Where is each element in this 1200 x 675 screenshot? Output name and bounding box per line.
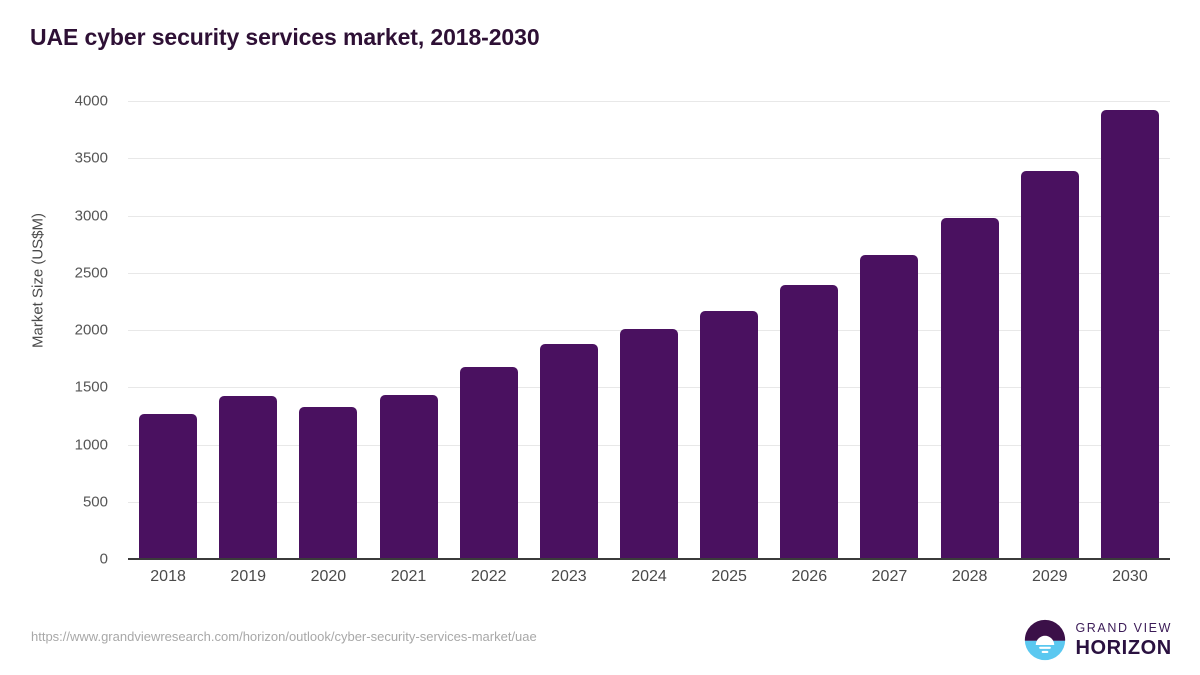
source-url[interactable]: https://www.grandviewresearch.com/horizo… bbox=[31, 629, 537, 644]
bar-slot bbox=[769, 101, 849, 559]
gridline bbox=[128, 101, 1170, 102]
x-tick-label: 2020 bbox=[310, 568, 347, 585]
bar[interactable] bbox=[379, 394, 438, 559]
bar[interactable] bbox=[299, 407, 358, 559]
bar[interactable] bbox=[139, 413, 198, 559]
bar[interactable] bbox=[940, 218, 999, 559]
bar-slot bbox=[1090, 101, 1170, 559]
bar-slot bbox=[930, 101, 1010, 559]
x-tick-label: 2022 bbox=[470, 568, 507, 585]
bar-slot bbox=[449, 101, 529, 559]
y-axis-tick-labels: 0 500 1000 1500 2000 2500 3000 3500 4000 bbox=[18, 93, 108, 568]
x-tick-label: 2019 bbox=[230, 568, 267, 585]
bar-slot bbox=[609, 101, 689, 559]
bar[interactable] bbox=[860, 255, 919, 559]
y-tick-label: 0 bbox=[99, 550, 108, 568]
bar-slot bbox=[849, 101, 929, 559]
bar-slot bbox=[368, 101, 448, 559]
bar[interactable] bbox=[780, 285, 839, 559]
x-tick-label: 2028 bbox=[951, 568, 988, 585]
brand-name-secondary: HORIZON bbox=[1075, 637, 1172, 660]
y-tick-label: 3000 bbox=[74, 207, 108, 224]
bar[interactable] bbox=[1020, 170, 1079, 559]
y-tick-label: 2500 bbox=[74, 264, 108, 282]
x-tick-label: 2030 bbox=[1112, 568, 1148, 585]
page-title: UAE cyber security services market, 2018… bbox=[30, 24, 540, 50]
grand-view-horizon-mark-icon bbox=[1025, 619, 1066, 661]
y-tick-label: 2000 bbox=[74, 321, 108, 339]
x-tick-label: 2029 bbox=[1031, 568, 1068, 585]
brand-logo: GRAND VIEW HORIZON bbox=[1024, 619, 1172, 661]
y-tick-label: 3500 bbox=[74, 149, 108, 167]
x-tick-label: 2027 bbox=[871, 568, 908, 585]
bar[interactable] bbox=[459, 367, 518, 559]
x-tick-label: 2025 bbox=[711, 568, 747, 585]
x-tick-label: 2026 bbox=[791, 568, 828, 585]
x-tick-label: 2021 bbox=[390, 568, 427, 585]
bar[interactable] bbox=[539, 344, 598, 559]
y-tick-label: 1500 bbox=[74, 378, 108, 396]
x-tick-label: 2023 bbox=[551, 568, 587, 585]
y-tick-label: 500 bbox=[82, 493, 108, 511]
bar-slot bbox=[689, 101, 769, 559]
y-tick-label: 4000 bbox=[74, 92, 108, 110]
bar[interactable] bbox=[700, 310, 759, 559]
bar-slot bbox=[208, 101, 288, 559]
bar-slot bbox=[288, 101, 368, 559]
plot-area bbox=[128, 101, 1170, 559]
x-axis-line bbox=[128, 558, 1170, 560]
gridline bbox=[128, 215, 1170, 217]
x-tick-label: 2024 bbox=[631, 568, 667, 585]
bar[interactable] bbox=[219, 396, 278, 559]
y-tick-label: 1000 bbox=[74, 436, 108, 453]
bar-slot bbox=[128, 101, 208, 559]
bar[interactable] bbox=[1100, 109, 1159, 559]
x-axis-tick-labels: 2018 2019 2020 2021 2022 2023 2024 2025 2026 2027… bbox=[128, 568, 1170, 596]
gridline bbox=[128, 272, 1170, 274]
gridline bbox=[128, 158, 1170, 160]
brand-name-primary: GRAND VIEW bbox=[1075, 620, 1172, 635]
bar-slot bbox=[529, 101, 609, 559]
bar[interactable] bbox=[619, 328, 678, 559]
bar-slot bbox=[1010, 101, 1090, 559]
brand-text: GRAND VIEW HORIZON bbox=[1075, 622, 1172, 659]
x-tick-label: 2018 bbox=[150, 568, 186, 585]
